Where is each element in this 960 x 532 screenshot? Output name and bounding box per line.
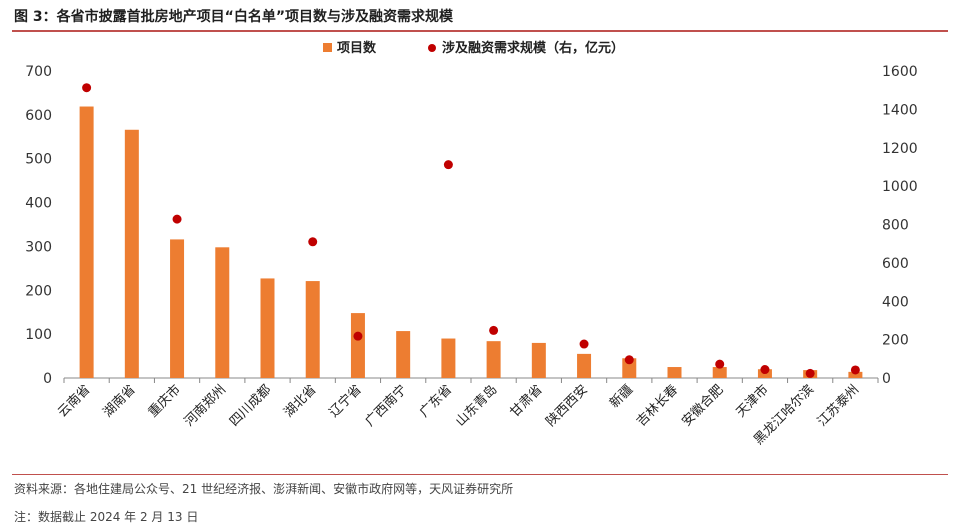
bar — [124, 129, 139, 378]
x-category-label: 辽宁省 — [326, 382, 365, 421]
bar — [350, 313, 365, 378]
scatter-point — [624, 355, 634, 365]
bar — [531, 342, 546, 378]
bar — [396, 331, 411, 378]
legend-dot-label: 涉及融资需求规模（右，亿元） — [442, 40, 624, 56]
bar — [260, 278, 275, 378]
x-category-label: 安徽合肥 — [679, 382, 726, 429]
y-right-tick-label: 1000 — [882, 179, 918, 195]
bar — [848, 371, 863, 378]
x-category-label: 湖北省 — [281, 382, 319, 420]
x-category-label: 河南郑州 — [181, 382, 229, 430]
y-left-tick-label: 400 — [25, 196, 52, 212]
y-left-tick-label: 600 — [25, 108, 52, 124]
bar — [712, 367, 727, 378]
figure-title: 图 3：各省市披露首批房地产项目“白名单”项目数与涉及融资需求规模 — [14, 9, 454, 25]
bars-series — [79, 106, 863, 378]
scatter-point — [760, 365, 770, 375]
bar — [305, 281, 320, 378]
y-left-tick-label: 300 — [25, 239, 52, 255]
x-category-label: 湖南省 — [100, 382, 139, 421]
bar — [667, 367, 682, 378]
source-text: 资料来源：各地住建局公众号、21 世纪经济报、澎湃新闻、安徽市政府网等，天风证券… — [14, 482, 514, 496]
bar — [215, 247, 230, 378]
x-category-label: 江苏泰州 — [814, 382, 862, 430]
scatter-point — [579, 339, 589, 349]
legend: 项目数 涉及融资需求规模（右，亿元） — [323, 40, 624, 56]
bar — [441, 338, 456, 378]
bar — [622, 358, 637, 378]
x-category-label: 甘肃省 — [507, 382, 545, 420]
y-left-tick-label: 100 — [25, 327, 52, 343]
y-right-tick-label: 0 — [882, 371, 891, 387]
y-right-tick-label: 200 — [882, 333, 909, 349]
x-category-label: 吉林长春 — [634, 382, 681, 429]
x-category-label: 新疆 — [606, 382, 636, 412]
y-right-tick-label: 800 — [882, 218, 909, 234]
y-right-tick-label: 400 — [882, 294, 909, 310]
y-left-tick-label: 700 — [25, 64, 52, 80]
scatter-point — [489, 325, 499, 335]
scatter-point — [172, 214, 182, 224]
x-category-label: 重庆市 — [145, 382, 184, 421]
bar — [170, 239, 185, 378]
y-left-tick-label: 200 — [25, 283, 52, 299]
y-right-tick-label: 1200 — [882, 141, 918, 157]
x-category-label: 陕西西安 — [543, 382, 590, 429]
scatter-point — [82, 83, 92, 93]
x-category-label: 广西南宁 — [362, 382, 410, 430]
scatter-point — [805, 368, 815, 378]
scatter-point — [715, 359, 725, 369]
x-category-label: 山东青岛 — [452, 382, 500, 430]
legend-dot-swatch — [428, 44, 436, 52]
top-rule — [12, 30, 948, 32]
scatter-point — [353, 331, 363, 341]
x-category-label: 天津市 — [733, 382, 772, 421]
scatter-point — [850, 365, 860, 375]
dots-series — [82, 83, 860, 378]
bar — [486, 341, 501, 378]
bottom-rule — [12, 474, 948, 475]
x-category-label: 广东省 — [417, 382, 455, 420]
scatter-point — [308, 237, 318, 247]
bar — [79, 106, 94, 378]
note-text: 注：数据截止 2024 年 2 月 13 日 — [14, 510, 199, 524]
bar — [577, 353, 592, 378]
x-category-label: 四川成都 — [227, 382, 274, 429]
y-right-tick-label: 1600 — [882, 64, 918, 80]
chart: 0 100 200 300 400 500 600 700 0 200 400 600 800 1000 1… — [25, 40, 917, 448]
legend-bar-swatch — [323, 43, 332, 52]
legend-bar-label: 项目数 — [337, 40, 377, 56]
scatter-point — [443, 160, 453, 170]
y-left-tick-label: 500 — [25, 152, 52, 168]
y-right-tick-label: 1400 — [882, 102, 918, 118]
y-right-tick-label: 600 — [882, 256, 909, 272]
y-left-tick-label: 0 — [43, 371, 52, 387]
x-category-label: 云南省 — [55, 382, 94, 421]
axes: 0 100 200 300 400 500 600 700 0 200 400 600 800 1000 1… — [25, 64, 917, 387]
